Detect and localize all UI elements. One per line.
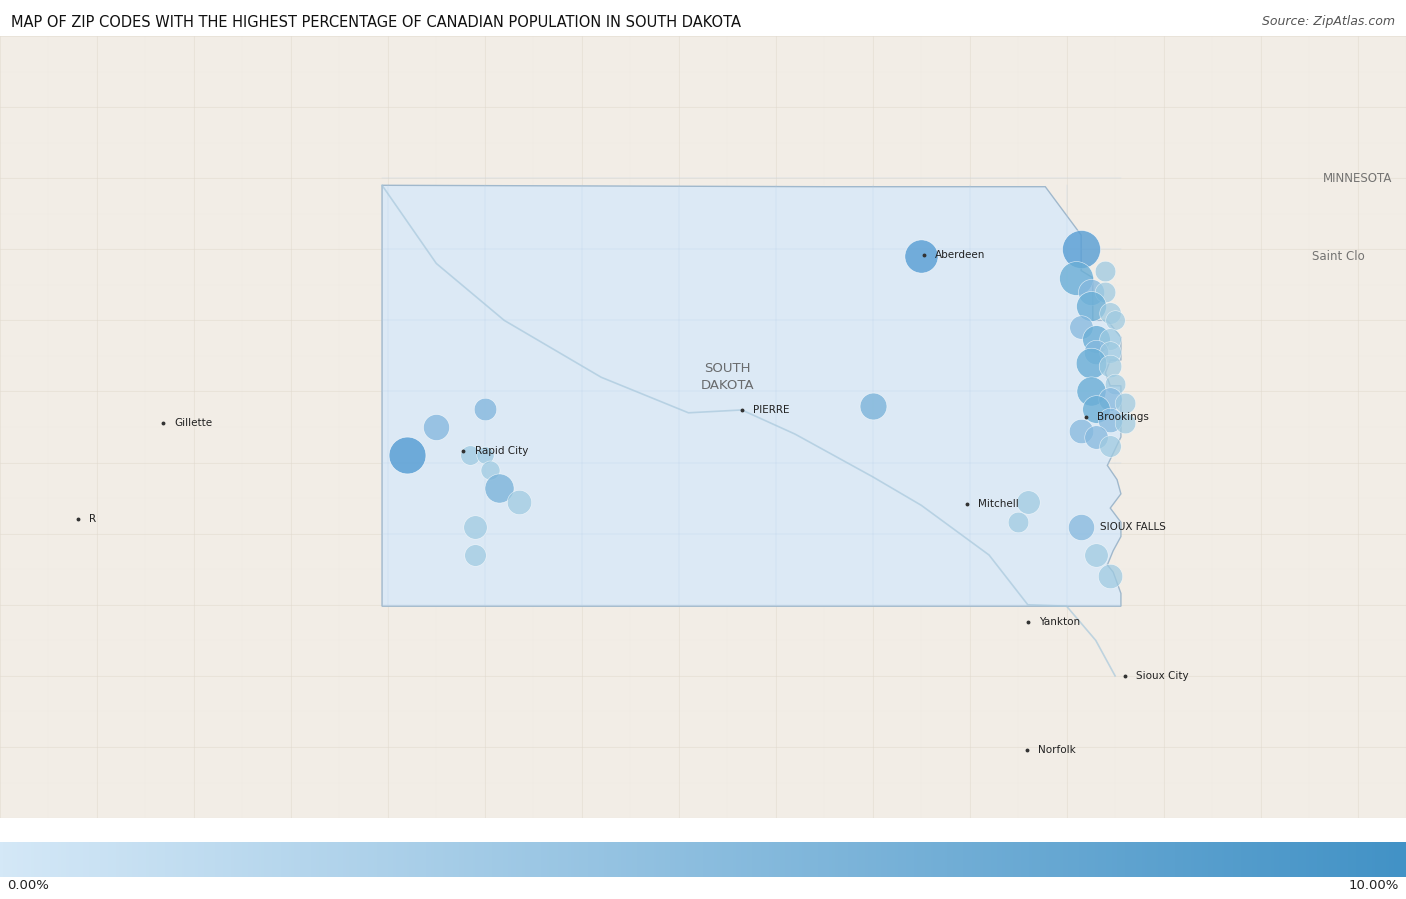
Text: PIERRE: PIERRE bbox=[754, 405, 790, 415]
Point bbox=[1094, 263, 1116, 278]
Point bbox=[1070, 242, 1092, 256]
Text: Yankton: Yankton bbox=[1039, 617, 1080, 627]
Point bbox=[1099, 332, 1122, 346]
Point bbox=[1099, 344, 1122, 359]
Point bbox=[1084, 344, 1107, 359]
Point bbox=[1017, 495, 1039, 510]
Text: Norfolk: Norfolk bbox=[1038, 745, 1076, 755]
Text: 0.00%: 0.00% bbox=[7, 879, 49, 892]
Text: R: R bbox=[89, 514, 96, 524]
Point bbox=[1099, 391, 1122, 405]
Point bbox=[1070, 320, 1092, 334]
Point bbox=[1084, 430, 1107, 444]
Text: Gillette: Gillette bbox=[174, 418, 212, 428]
Point bbox=[1114, 396, 1136, 410]
Point bbox=[1084, 401, 1107, 415]
Point bbox=[474, 449, 496, 463]
Text: Rapid City: Rapid City bbox=[475, 446, 529, 456]
Point bbox=[862, 398, 884, 413]
Point bbox=[1099, 439, 1122, 453]
Text: Aberdeen: Aberdeen bbox=[935, 250, 986, 260]
Point bbox=[1070, 424, 1092, 439]
Point bbox=[396, 449, 419, 463]
Point bbox=[1104, 313, 1126, 327]
Point bbox=[1070, 520, 1092, 534]
Text: Mitchell: Mitchell bbox=[979, 499, 1019, 509]
Point bbox=[425, 420, 447, 434]
Point bbox=[1007, 515, 1029, 530]
Point bbox=[1094, 285, 1116, 299]
Point bbox=[1099, 413, 1122, 427]
Point bbox=[1084, 547, 1107, 562]
Point bbox=[464, 547, 486, 562]
Point bbox=[1104, 378, 1126, 392]
Point bbox=[458, 449, 481, 463]
Text: MAP OF ZIP CODES WITH THE HIGHEST PERCENTAGE OF CANADIAN POPULATION IN SOUTH DAK: MAP OF ZIP CODES WITH THE HIGHEST PERCEN… bbox=[11, 15, 741, 31]
Text: Source: ZipAtlas.com: Source: ZipAtlas.com bbox=[1261, 15, 1395, 28]
Point bbox=[1080, 384, 1102, 398]
Point bbox=[1080, 356, 1102, 370]
Point bbox=[488, 481, 510, 495]
Point bbox=[1084, 332, 1107, 346]
Point bbox=[478, 462, 501, 476]
Point bbox=[464, 520, 486, 534]
Point bbox=[1066, 271, 1088, 285]
Text: Brookings: Brookings bbox=[1097, 412, 1149, 422]
Point bbox=[910, 249, 932, 263]
Text: SIOUX FALLS: SIOUX FALLS bbox=[1099, 521, 1166, 531]
Text: SOUTH
DAKOTA: SOUTH DAKOTA bbox=[700, 362, 754, 392]
Point bbox=[1099, 359, 1122, 373]
Point bbox=[1080, 299, 1102, 314]
Polygon shape bbox=[382, 185, 1121, 606]
Point bbox=[508, 495, 530, 510]
Text: Sioux City: Sioux City bbox=[1136, 671, 1188, 681]
Point bbox=[1114, 415, 1136, 430]
Point bbox=[474, 401, 496, 415]
Point bbox=[1080, 285, 1102, 299]
Point bbox=[1099, 306, 1122, 320]
Text: 10.00%: 10.00% bbox=[1348, 879, 1399, 892]
Text: MINNESOTA: MINNESOTA bbox=[1323, 172, 1392, 184]
Text: Saint Clo: Saint Clo bbox=[1312, 250, 1364, 263]
Point bbox=[1099, 569, 1122, 583]
